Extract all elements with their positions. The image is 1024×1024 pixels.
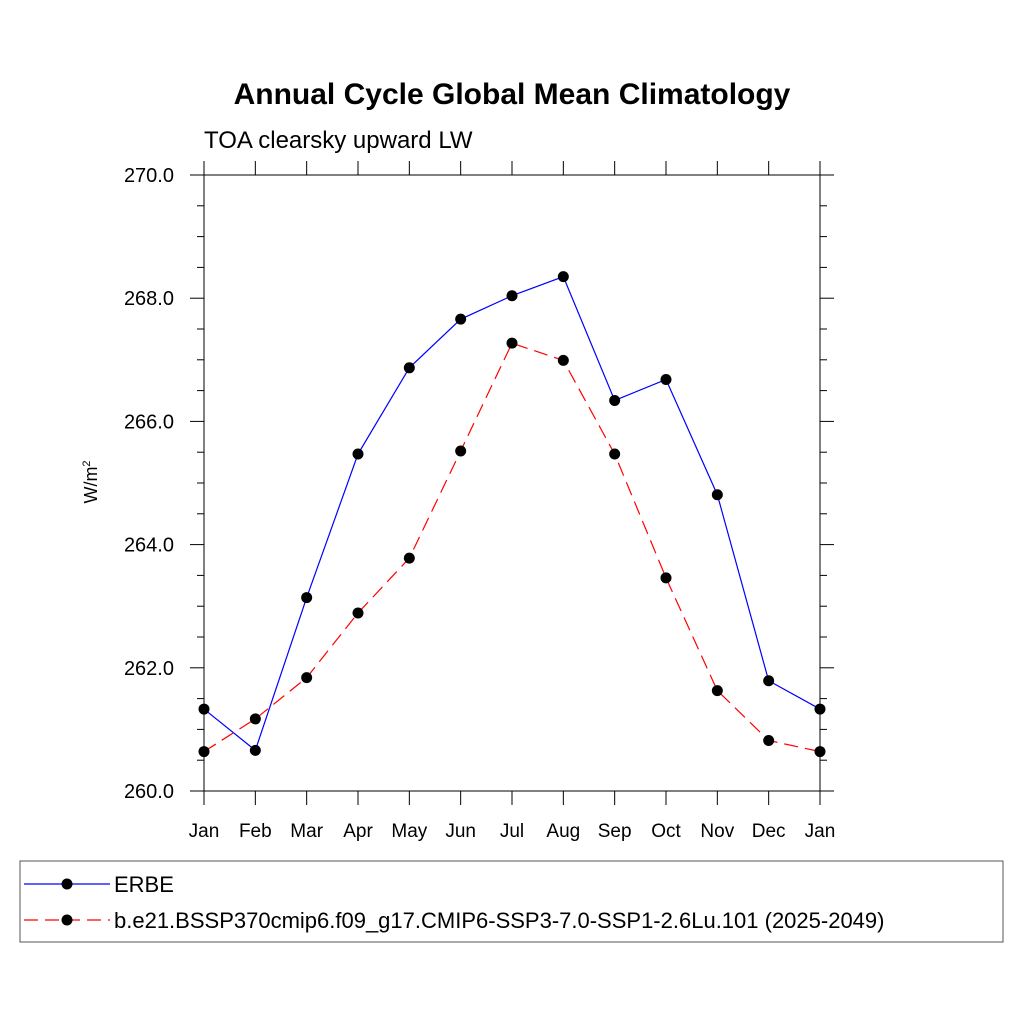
series-1-point (198, 703, 210, 715)
x-tick-label: May (391, 821, 427, 842)
x-tick-label: Apr (343, 821, 373, 842)
y-axis-label-text: W/m (81, 467, 101, 504)
legend-label-1: ERBE (114, 872, 174, 897)
series-1-point (352, 448, 364, 460)
x-tick-label: Feb (239, 821, 272, 842)
series-2-point (609, 448, 621, 460)
plot-area: 260.0 262.0 264.0 266.0 268.0 270.0 Jan Feb Mar A… (124, 161, 835, 842)
series-1-point (763, 675, 775, 687)
series-2-point (249, 713, 261, 725)
x-tick-label: Oct (651, 821, 681, 842)
x-tick-label: Aug (546, 821, 580, 842)
series-2-point (198, 746, 210, 758)
series-1-point (455, 313, 467, 325)
series-1-point (557, 271, 569, 283)
y-tick-label: 264.0 (124, 535, 174, 557)
x-tick-label: Jul (500, 821, 524, 842)
series-1-point (660, 374, 672, 386)
y-tick-label: 268.0 (124, 288, 174, 310)
series-1-point (249, 744, 261, 756)
series-2-point (763, 734, 775, 746)
x-tick-label: Sep (598, 821, 632, 842)
chart-subtitle: TOA clearsky upward LW (204, 127, 473, 154)
legend: ERBE b.e21.BSSP370cmip6.f09_g17.CMIP6-SSP… (24, 872, 884, 933)
series-1-point (814, 703, 826, 715)
legend-marker-1 (61, 878, 73, 890)
series-2-point (557, 354, 569, 366)
legend-box (19, 860, 1004, 943)
series-1-point (403, 362, 415, 374)
legend-label-2: b.e21.BSSP370cmip6.f09_g17.CMIP6-SSP3-7.… (114, 908, 884, 933)
y-tick-label: 260.0 (124, 781, 174, 803)
x-tick-label: Jan (805, 821, 836, 842)
x-tick-label: Jun (445, 821, 476, 842)
chart-title: Annual Cycle Global Mean Climatology (234, 78, 791, 111)
series-2-point (711, 685, 723, 697)
series-2-point (455, 445, 467, 457)
y-tick-label: 270.0 (124, 165, 174, 187)
series-1-point (506, 290, 518, 302)
series-2-point (352, 607, 364, 619)
series-2-point (403, 552, 415, 564)
plot-frame (203, 174, 821, 792)
y-axis-label-superscript: 2 (81, 460, 93, 466)
series-2-point (660, 572, 672, 584)
series-1-point (711, 489, 723, 501)
y-tick-label: 262.0 (124, 658, 174, 680)
x-tick-label: Dec (752, 821, 786, 842)
x-tick-label: Mar (290, 821, 323, 842)
series-2-point (506, 337, 518, 349)
x-tick-label: Jan (189, 821, 220, 842)
series-1-point (609, 394, 621, 406)
series-2-point (814, 746, 826, 758)
series-1-point (301, 592, 313, 604)
y-axis-label: W/m2 (81, 460, 101, 503)
legend-marker-2 (61, 914, 73, 926)
series-2-point (301, 672, 313, 684)
y-tick-label: 266.0 (124, 411, 174, 433)
x-tick-label: Nov (700, 821, 734, 842)
series-2-line (203, 342, 821, 753)
